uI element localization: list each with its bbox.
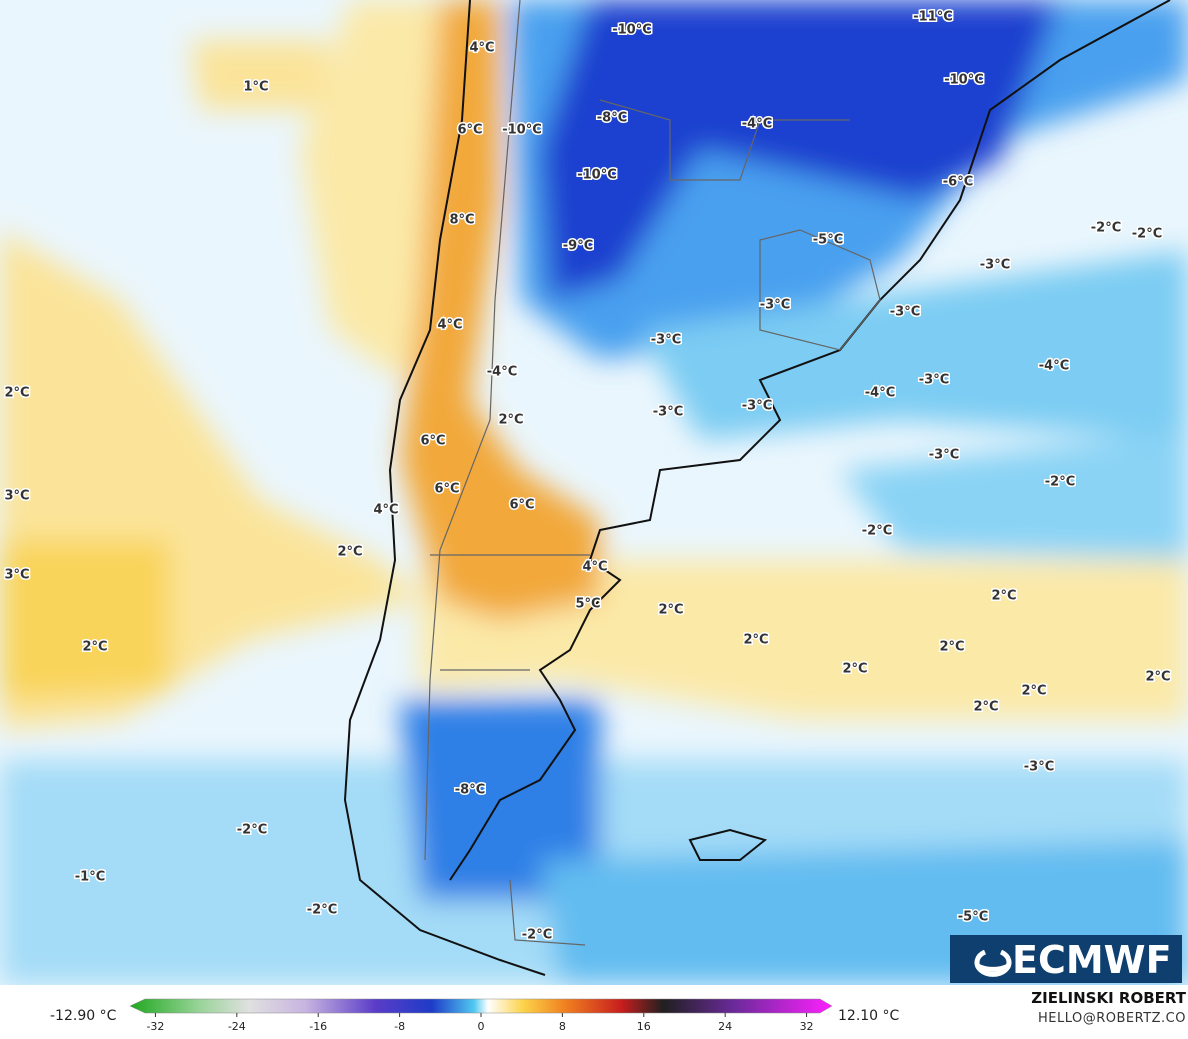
colorbar-tick-label: -32 xyxy=(146,1020,164,1033)
temperature-label: 8°C xyxy=(449,213,474,228)
temperature-label: -9°C xyxy=(563,239,593,254)
temperature-label: -8°C xyxy=(597,111,627,126)
colorbar-tick-label: 8 xyxy=(559,1020,566,1033)
colorbar-tick-label: 16 xyxy=(637,1020,651,1033)
temperature-label: -2°C xyxy=(1045,475,1075,490)
temperature-label: -2°C xyxy=(307,903,337,918)
temperature-label: 1°C xyxy=(243,80,268,95)
temperature-label: 2°C xyxy=(82,640,107,655)
temperature-label: -3°C xyxy=(929,448,959,463)
temperature-label: -5°C xyxy=(813,233,843,248)
author: ZIELINSKI ROBERT xyxy=(1031,989,1186,1007)
temperature-label: 2°C xyxy=(4,386,29,401)
temperature-label: -3°C xyxy=(742,399,772,414)
temperature-label: 3°C xyxy=(4,489,29,504)
temperature-label: 2°C xyxy=(1145,670,1170,685)
temperature-label: -1°C xyxy=(75,870,105,885)
temperature-label: 2°C xyxy=(658,603,683,618)
temperature-label: -4°C xyxy=(865,386,895,401)
temperature-label: -2°C xyxy=(1091,221,1121,236)
temperature-label: -2°C xyxy=(522,928,552,943)
colorbar-max: 12.10 °C xyxy=(838,1008,900,1024)
colorbar-min: -12.90 °C xyxy=(50,1008,117,1024)
borders xyxy=(424,0,881,946)
temperature-label: -3°C xyxy=(890,305,920,320)
coastlines xyxy=(343,0,1171,976)
temperature-label: -10°C xyxy=(612,23,652,38)
contact: HELLO@ROBERTZ.CO xyxy=(1038,1011,1186,1026)
temperature-label: 2°C xyxy=(973,700,998,715)
temperature-label: -3°C xyxy=(980,258,1010,273)
temperature-label: 6°C xyxy=(420,434,445,449)
temperature-label: -3°C xyxy=(653,405,683,420)
temperature-label: -10°C xyxy=(502,123,542,138)
temperature-label: -4°C xyxy=(1039,359,1069,374)
temperature-label: 2°C xyxy=(939,640,964,655)
map-labels: -10°C -11°C 4°C 1°C -10°C 6°C -10°C -8°C -4°C -10… xyxy=(3,8,1172,944)
temperature-label: 4°C xyxy=(582,560,607,575)
temperature-label: 6°C xyxy=(434,482,459,497)
temperature-label: 2°C xyxy=(337,545,362,560)
temperature-label: 2°C xyxy=(991,589,1016,604)
temperature-label: -2°C xyxy=(1132,227,1162,242)
colorbar-tick-label: -16 xyxy=(309,1020,327,1033)
colorbar-tick-label: 24 xyxy=(718,1020,732,1033)
logo-text: ECMWF xyxy=(1012,938,1172,982)
temperature-label: 5°C xyxy=(575,597,600,612)
temperature-label: -10°C xyxy=(577,168,617,183)
colorbar-tick-label: -24 xyxy=(228,1020,246,1033)
colorbar-tick-label: 32 xyxy=(800,1020,814,1033)
temperature-label: 2°C xyxy=(842,662,867,677)
colorbar-tick-label: -8 xyxy=(394,1020,405,1033)
temperature-label: 6°C xyxy=(457,123,482,138)
temperature-label: 2°C xyxy=(743,633,768,648)
colorbar-tick-label: 0 xyxy=(478,1020,485,1033)
temperature-label: -10°C xyxy=(944,73,984,88)
temperature-label: -2°C xyxy=(862,524,892,539)
logo-mark xyxy=(974,949,1012,977)
temperature-label: 3°C xyxy=(4,568,29,583)
temperature-label: 2°C xyxy=(498,413,523,428)
temperature-label: -3°C xyxy=(1024,760,1054,775)
temperature-label: 4°C xyxy=(373,503,398,518)
colorbar xyxy=(129,998,833,1014)
temperature-label: -3°C xyxy=(760,298,790,313)
temperature-label: -4°C xyxy=(487,365,517,380)
temperature-label: -11°C xyxy=(913,10,953,25)
temperature-label: -3°C xyxy=(919,373,949,388)
temperature-label: -4°C xyxy=(742,117,772,132)
temperature-label: 2°C xyxy=(1021,684,1046,699)
temperature-label: -6°C xyxy=(943,175,973,190)
temperature-field xyxy=(0,0,1188,985)
temperature-label: 6°C xyxy=(509,498,534,513)
temperature-label: 4°C xyxy=(437,318,462,333)
temperature-label: -8°C xyxy=(455,783,485,798)
temperature-label: -3°C xyxy=(651,333,681,348)
temperature-label: -5°C xyxy=(958,910,988,925)
temperature-label: -2°C xyxy=(237,823,267,838)
temperature-label: 4°C xyxy=(469,41,494,56)
